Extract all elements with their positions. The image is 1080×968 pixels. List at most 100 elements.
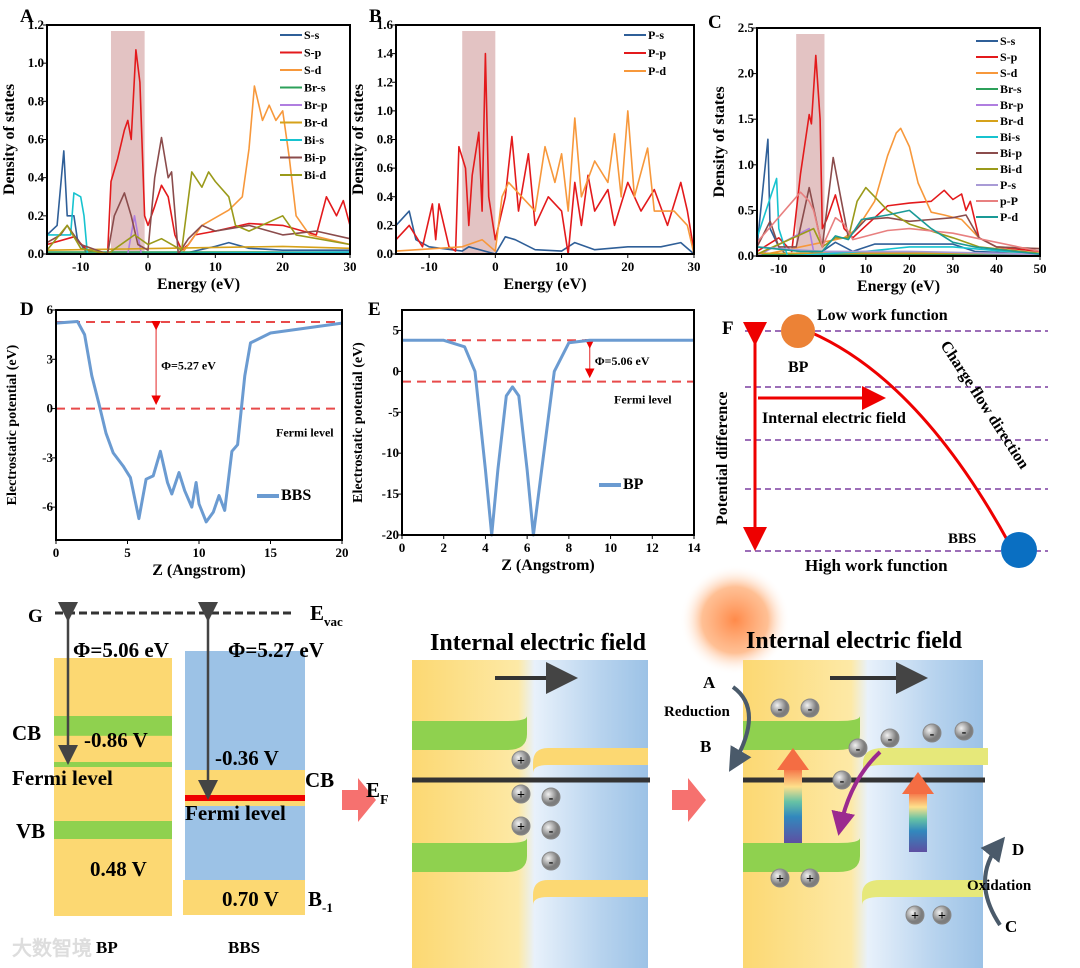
legend-label: P-s bbox=[648, 28, 664, 42]
series-line-bp bbox=[402, 338, 694, 537]
charge-sign: - bbox=[549, 855, 554, 870]
bp-caption: BP bbox=[96, 938, 118, 957]
series-line-bi-s bbox=[47, 192, 351, 255]
legend-label: P-p bbox=[648, 46, 666, 60]
junction1-cb-bbs bbox=[533, 748, 648, 773]
junction1 bbox=[412, 660, 648, 968]
y-tick-label: 1.4 bbox=[377, 46, 394, 61]
y-tick-label: 0.0 bbox=[28, 246, 44, 261]
series-line-p-p bbox=[395, 52, 695, 255]
series-line-bi-d bbox=[46, 171, 351, 255]
x-tick-label: 10 bbox=[193, 545, 206, 560]
charge-sign: - bbox=[778, 702, 783, 717]
bbs-cb-potential: -0.36 V bbox=[215, 746, 279, 770]
charge-sign: - bbox=[840, 774, 845, 789]
sun-icon bbox=[680, 565, 790, 675]
x-axis-label: Energy (eV) bbox=[157, 276, 240, 293]
y-tick-label: -3 bbox=[42, 450, 53, 465]
y-tick-label: 6 bbox=[47, 302, 54, 317]
legend-label: S-d bbox=[1000, 66, 1018, 80]
charge-ball bbox=[511, 784, 531, 804]
bp-vb-label: VB bbox=[16, 819, 45, 843]
x-tick-label: 0 bbox=[819, 261, 826, 276]
y-tick-label: 1.2 bbox=[28, 17, 44, 32]
bbs-fermi-label: Fermi level bbox=[185, 801, 286, 825]
electron-icon: - bbox=[800, 698, 820, 718]
legend-label: S-p bbox=[304, 46, 322, 60]
x-tick-label: 0 bbox=[492, 259, 499, 274]
legend-label: S-d bbox=[304, 63, 322, 77]
bp-fermi-label: Fermi level bbox=[12, 766, 113, 790]
excitation-arrowhead-bbs bbox=[902, 772, 934, 794]
bp-vb-potential: 0.48 V bbox=[90, 857, 147, 881]
x-tick-label: 14 bbox=[688, 540, 702, 555]
legend-label: P-s bbox=[1000, 178, 1016, 192]
panel-label-f: F bbox=[722, 318, 734, 339]
y-axis-label: Density of states bbox=[350, 84, 367, 195]
panel-label-g: G bbox=[28, 606, 43, 627]
charge-ball bbox=[905, 905, 925, 925]
y-tick-label: 2.5 bbox=[738, 20, 755, 35]
electron-icon: - bbox=[541, 851, 561, 871]
x-tick-label: 20 bbox=[903, 261, 916, 276]
x-tick-label: -10 bbox=[72, 259, 89, 274]
charge-ball bbox=[541, 851, 561, 871]
legend-label: Br-s bbox=[304, 81, 326, 95]
panel-c: -10 0 10 20 30 40 50 0.0 0.5 1.0 1.5 2.0 2.5 Energy (… bbox=[708, 12, 1047, 295]
reaction-d-label: D bbox=[1012, 840, 1024, 859]
watermark: 大数智境 bbox=[12, 936, 92, 960]
panel-label-e: E bbox=[368, 299, 381, 320]
y-tick-label: -20 bbox=[382, 527, 399, 542]
legend-label: S-s bbox=[1000, 34, 1016, 48]
x-tick-label: 15 bbox=[264, 545, 278, 560]
electron-transfer-arrow bbox=[831, 750, 882, 836]
x-tick-label: 5 bbox=[124, 545, 131, 560]
legend-label: Br-s bbox=[1000, 82, 1022, 96]
transition-arrow-2 bbox=[672, 778, 706, 822]
bbs-label: BBS bbox=[948, 531, 976, 547]
legend-label: Bi-s bbox=[304, 133, 324, 147]
series-line-p-d bbox=[395, 110, 695, 255]
x-tick-label: 20 bbox=[276, 259, 289, 274]
legend-label: Bi-d bbox=[1000, 162, 1022, 176]
electron-icon: - bbox=[541, 787, 561, 807]
electron-icon: - bbox=[954, 721, 974, 741]
x-tick-label: 8 bbox=[566, 540, 573, 555]
charge-flow-curve bbox=[809, 330, 1012, 546]
reduction-label: Reduction bbox=[664, 704, 730, 720]
high-work-function-label: High work function bbox=[805, 556, 948, 575]
x-axis-label: Z (Angstrom) bbox=[152, 562, 245, 579]
panel-label-b: B bbox=[369, 6, 382, 27]
y-tick-label: 0.0 bbox=[738, 248, 754, 263]
junction2-cb-bbs bbox=[863, 748, 988, 773]
reaction-c-label: C bbox=[1005, 917, 1017, 936]
panel-g: G Evac Φ=5.06 eV Φ=5.27 eV -0.86 V CB Fe… bbox=[12, 565, 1032, 968]
hole-icon: + bbox=[511, 784, 531, 804]
low-work-function-label: Low work function bbox=[817, 307, 948, 324]
highlight-region bbox=[110, 31, 145, 254]
x-tick-label: 30 bbox=[946, 261, 959, 276]
junction2-title: Internal electric field bbox=[746, 628, 963, 654]
work-function-label: Φ=5.06 eV bbox=[595, 354, 650, 368]
fermi-level-label: Fermi level bbox=[614, 393, 672, 407]
charge-sign: + bbox=[517, 754, 525, 769]
plot-frame bbox=[756, 27, 1041, 257]
charge-ball bbox=[880, 728, 900, 748]
charge-ball bbox=[922, 723, 942, 743]
bp-dot bbox=[781, 314, 815, 348]
legend-label: Bi-p bbox=[1000, 146, 1022, 160]
y-tick-label: 1.2 bbox=[377, 74, 393, 89]
ef-label: EF bbox=[366, 778, 389, 808]
y-tick-label: -15 bbox=[382, 486, 400, 501]
legend-label: Br-p bbox=[1000, 98, 1024, 112]
charge-ball bbox=[541, 787, 561, 807]
y-tick-label: 1.6 bbox=[377, 17, 394, 32]
bbs-vb-potential: 0.70 V bbox=[222, 887, 279, 911]
y-axis-label: Density of states bbox=[1, 84, 18, 195]
reaction-b-label: B bbox=[700, 737, 711, 756]
series-line-bi-s bbox=[756, 177, 1041, 257]
panel-e: Φ=5.06 eV Fermi level 0 2 4 6 8 10 12 14 5 0 -5 -10 -1… bbox=[351, 299, 701, 574]
bp-label: BP bbox=[788, 359, 809, 376]
